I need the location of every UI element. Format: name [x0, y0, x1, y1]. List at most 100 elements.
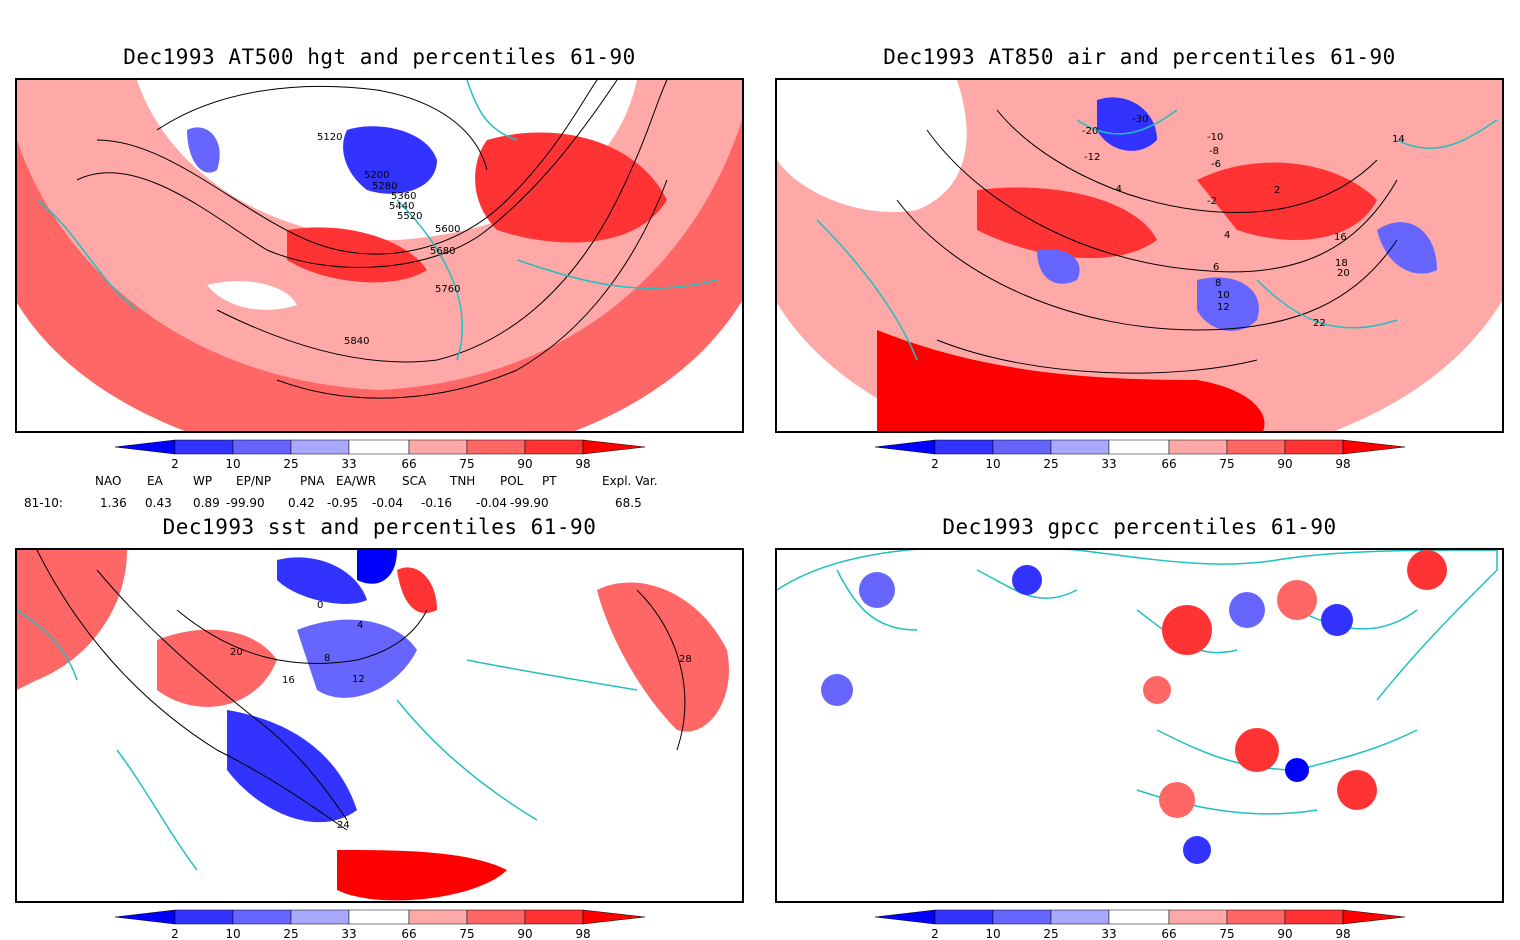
map-air850-canvas: -30 -20 -12 -10 -8 -6 -4 -2 2 4 6 8 10 1…	[777, 80, 1502, 431]
index-header-row: NAO EA WP EP/NP PNA EA/WR SCA TNH POL PT…	[0, 474, 760, 490]
contour-label: 12	[1217, 302, 1230, 313]
colorbar-label: 2	[171, 457, 179, 471]
panel-title-gpcc: Dec1993 gpcc percentiles 61-90	[942, 515, 1337, 539]
colorbar-label: 90	[517, 457, 532, 471]
colorbar-label: 98	[1335, 927, 1350, 940]
colorbar-swatch	[1050, 909, 1110, 925]
contour-label: 5760	[435, 284, 460, 295]
colorbar-swatch	[1108, 439, 1170, 455]
contour-label: 10	[1217, 290, 1230, 301]
colorbar-hgt500: 2 10 25 33 66 75 90 98	[115, 439, 645, 471]
teleconnection-index-table: NAO EA WP EP/NP PNA EA/WR SCA TNH POL PT…	[0, 474, 760, 514]
contour-label: 8	[1215, 278, 1221, 289]
colorbar-label: 10	[225, 927, 240, 940]
colorbar-swatch	[174, 909, 234, 925]
contour-label: 5680	[430, 246, 455, 257]
colorbar-swatch	[1168, 439, 1228, 455]
colorbar-label: 66	[1161, 927, 1176, 940]
index-value: 1.36	[100, 496, 127, 510]
colorbar-swatch	[232, 439, 292, 455]
colorbar-label: 98	[575, 457, 590, 471]
contour-label: -2	[1207, 196, 1217, 207]
contour-label: 28	[679, 654, 692, 665]
colorbar-swatch	[1342, 439, 1405, 455]
contour-label: -10	[1207, 132, 1223, 143]
colorbar-swatch	[115, 909, 176, 925]
colorbar-label: 75	[1219, 927, 1234, 940]
contour-label: 18	[1335, 258, 1348, 269]
contour-label: 5440	[389, 201, 414, 212]
index-header: PNA	[300, 474, 325, 488]
colorbar-label: 2	[171, 927, 179, 940]
panel-title-sst: Dec1993 sst and percentiles 61-90	[162, 515, 597, 539]
colorbar-label: 25	[1043, 927, 1058, 940]
colorbar-label: 98	[1335, 457, 1350, 471]
index-row-label: 81-10:	[24, 496, 63, 510]
index-value: -0.95	[327, 496, 359, 510]
index-value: 0.42	[288, 496, 315, 510]
colorbar-swatch	[232, 909, 292, 925]
colorbar-air850: 2 10 25 33 66 75 90 98	[875, 439, 1405, 471]
colorbar-swatch	[875, 439, 936, 455]
colorbar-label: 25	[283, 457, 298, 471]
colorbar-swatch	[466, 439, 526, 455]
contour-label: 5520	[397, 211, 422, 222]
contour-label: 5200	[364, 170, 389, 181]
colorbar-swatch	[348, 439, 410, 455]
colorbar-label: 25	[283, 927, 298, 940]
colorbar-swatch	[934, 439, 994, 455]
colorbar-swatch	[1226, 909, 1286, 925]
colorbar-swatch	[408, 439, 468, 455]
colorbar-label: 75	[459, 457, 474, 471]
contour-label: -4	[1112, 184, 1122, 195]
colorbar-label: 33	[341, 457, 356, 471]
colorbar-swatch	[1284, 439, 1344, 455]
colorbar-swatch	[174, 439, 234, 455]
map-hgt500-canvas: 5120 5200 5280 5360 5440 5520 5600 5680 …	[17, 80, 742, 431]
map-sst-canvas: 0 4 8 12 16 20 24 28	[17, 550, 729, 901]
colorbar-label: 66	[401, 927, 416, 940]
colorbar-gpcc: 2 10 25 33 66 75 90 98	[875, 909, 1405, 940]
colorbar-label: 2	[931, 927, 939, 940]
index-value: 0.89	[193, 496, 220, 510]
colorbar-swatch	[466, 909, 526, 925]
contour-label: 16	[1334, 232, 1347, 243]
index-value: 0.43	[145, 496, 172, 510]
contour-label: 14	[1392, 134, 1405, 145]
index-header: NAO	[95, 474, 122, 488]
colorbar-label: 66	[1161, 457, 1176, 471]
colorbar-swatch	[992, 909, 1052, 925]
contour-label: 4	[357, 620, 363, 631]
contour-label: -8	[1209, 146, 1219, 157]
index-header: SCA	[402, 474, 427, 488]
index-header: EA	[147, 474, 163, 488]
contour-label: 2	[1274, 185, 1280, 196]
colorbar-label: 75	[1219, 457, 1234, 471]
colorbar-label: 66	[401, 457, 416, 471]
map-air850: -30 -20 -12 -10 -8 -6 -4 -2 2 4 6 8 10 1…	[775, 78, 1504, 433]
index-header: WP	[193, 474, 213, 488]
contour-label: 5360	[391, 191, 416, 202]
colorbar-swatch	[934, 909, 994, 925]
colorbar-swatch	[408, 909, 468, 925]
colorbar-label: 33	[1101, 927, 1116, 940]
colorbar-swatch	[582, 439, 645, 455]
contour-label: 24	[337, 820, 350, 831]
colorbar-label: 25	[1043, 457, 1058, 471]
contour-label: 4	[1224, 230, 1230, 241]
colorbar-swatch	[524, 909, 584, 925]
contour-label: 20	[230, 647, 243, 658]
colorbar-label: 90	[517, 927, 532, 940]
contour-label: -30	[1132, 114, 1148, 125]
contour-label: 12	[352, 674, 365, 685]
colorbar-swatch	[290, 439, 350, 455]
index-header: EA/WR	[336, 474, 377, 488]
index-value-row: 81-10: 1.36 0.43 0.89 -99.90 0.42 -0.95 …	[0, 496, 760, 512]
colorbar-label: 33	[1101, 457, 1116, 471]
colorbar-swatch	[1050, 439, 1110, 455]
contour-label: 8	[324, 653, 330, 664]
index-header: PT	[542, 474, 557, 488]
contour-label: 5840	[344, 336, 369, 347]
colorbar-label: 2	[931, 457, 939, 471]
contour-label: 5280	[372, 181, 397, 192]
